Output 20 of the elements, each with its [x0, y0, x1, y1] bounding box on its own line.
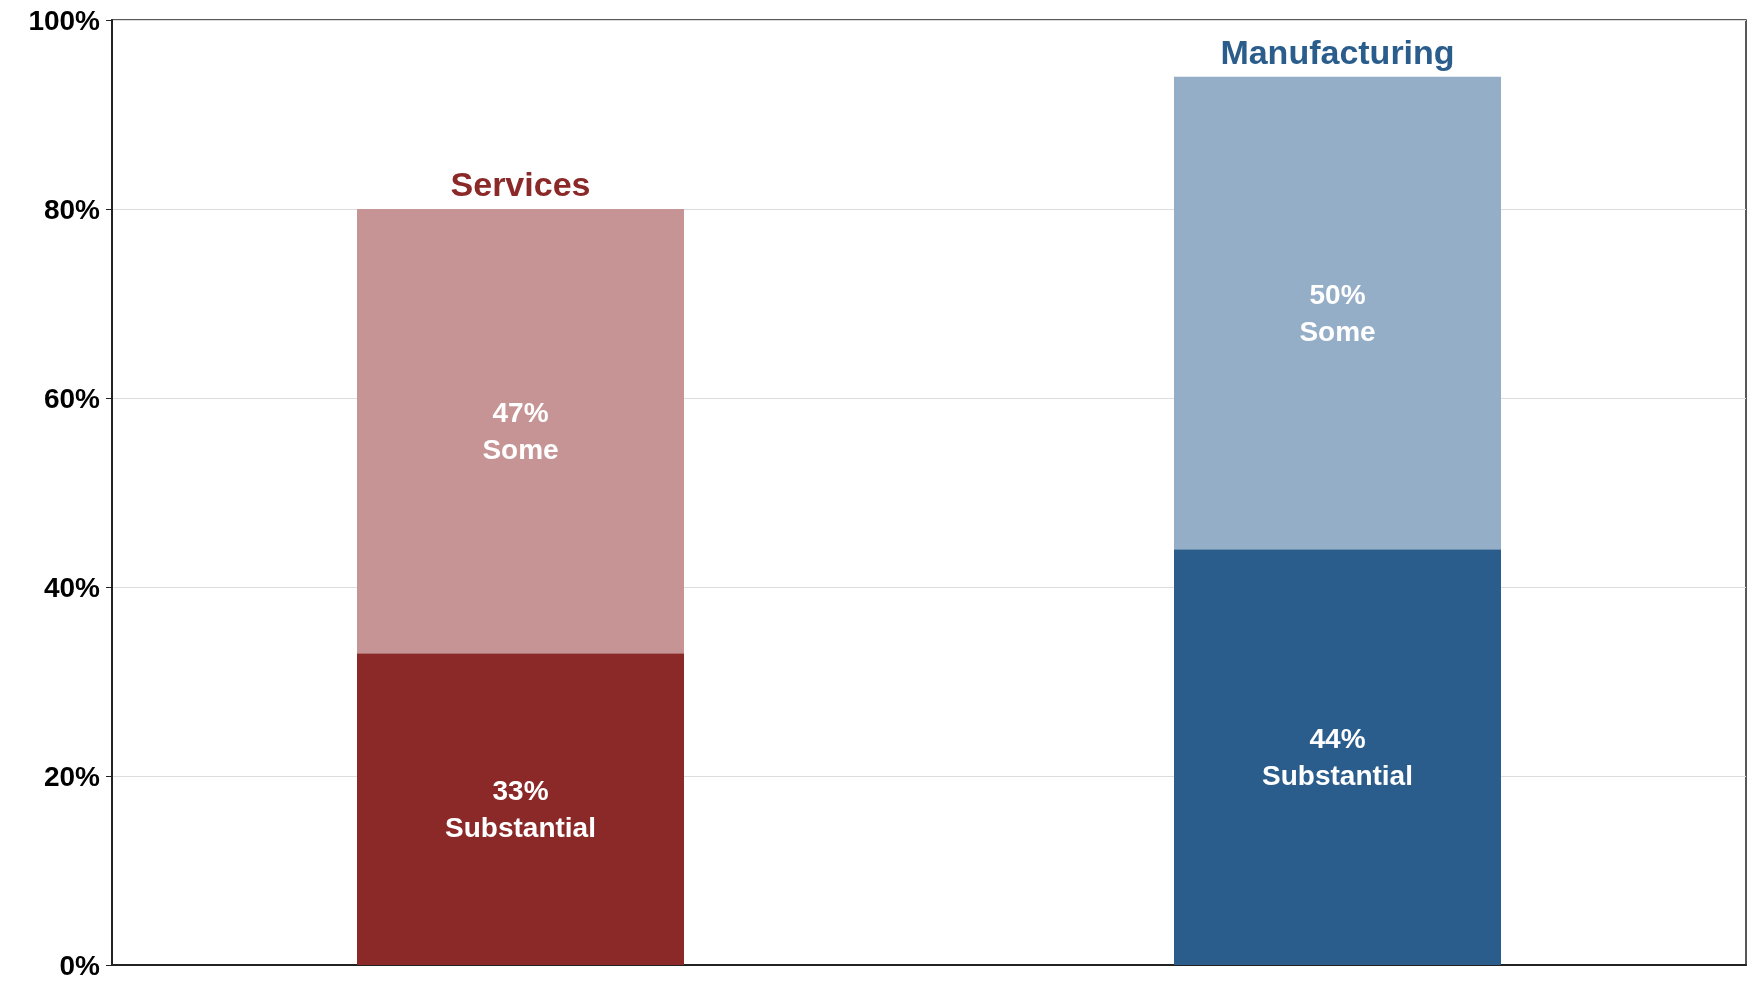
series-label: Some [1299, 315, 1376, 347]
bar [1174, 549, 1501, 965]
x-tick-label: Services [450, 165, 591, 203]
bar [1174, 76, 1501, 550]
y-tick-label: 40% [43, 571, 101, 603]
bar [357, 653, 684, 965]
text: Substantial [1262, 760, 1413, 792]
series-label: Substantial [445, 812, 596, 844]
y-tick-label: 60% [43, 382, 101, 414]
y-tick-label: 80% [43, 193, 101, 225]
data-label: 50% [1309, 278, 1366, 310]
y-tick-label: 0% [59, 949, 101, 981]
bar [357, 209, 684, 654]
data-label: 47% [492, 397, 549, 429]
data-label: 44% [1309, 723, 1366, 755]
y-tick-label: 100% [28, 4, 101, 36]
text: Some [482, 434, 559, 466]
data-label: 33% [492, 775, 549, 807]
y-tick-label: 20% [43, 760, 101, 792]
x-tick-label: Manufacturing [1220, 32, 1455, 71]
